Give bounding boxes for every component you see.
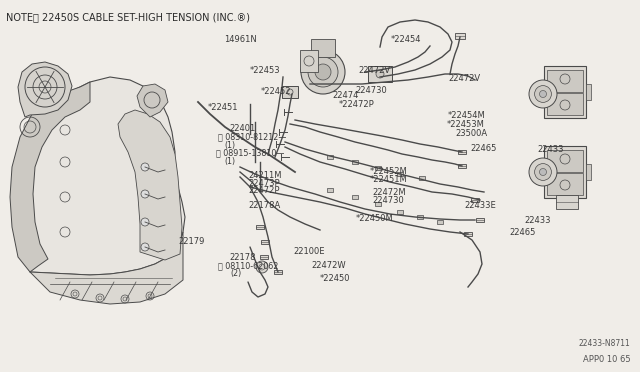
Bar bbox=[375, 166, 381, 170]
Text: *22451M: *22451M bbox=[370, 175, 408, 184]
Text: *22454: *22454 bbox=[390, 35, 421, 44]
Circle shape bbox=[141, 218, 149, 226]
Bar bbox=[540, 84, 545, 100]
Bar bbox=[556, 195, 578, 209]
Bar bbox=[419, 176, 425, 180]
Bar bbox=[352, 160, 358, 164]
Circle shape bbox=[540, 90, 547, 97]
Bar bbox=[417, 215, 423, 219]
Bar bbox=[476, 218, 484, 222]
Bar bbox=[586, 164, 591, 180]
Text: 14961N: 14961N bbox=[224, 35, 257, 44]
Text: *22450: *22450 bbox=[320, 274, 351, 283]
Text: 22178A: 22178A bbox=[248, 201, 280, 210]
Bar bbox=[544, 66, 586, 118]
Bar bbox=[368, 66, 392, 82]
Text: 22433: 22433 bbox=[538, 145, 564, 154]
Bar bbox=[540, 164, 545, 180]
Text: 22472V: 22472V bbox=[358, 66, 390, 75]
Circle shape bbox=[301, 50, 345, 94]
Text: 24211M: 24211M bbox=[248, 171, 282, 180]
Text: 22401: 22401 bbox=[229, 124, 255, 133]
Bar bbox=[464, 232, 472, 236]
Text: Ⓢ 08310-81212—: Ⓢ 08310-81212— bbox=[218, 132, 286, 141]
Bar bbox=[352, 195, 358, 199]
Text: 22433-N8711: 22433-N8711 bbox=[579, 339, 630, 348]
Text: 22100E: 22100E bbox=[293, 247, 324, 256]
Text: 22465: 22465 bbox=[470, 144, 497, 153]
Text: 23500A: 23500A bbox=[456, 129, 488, 138]
Bar bbox=[282, 86, 298, 98]
Polygon shape bbox=[137, 84, 168, 117]
Bar bbox=[397, 210, 403, 214]
Text: 22472P: 22472P bbox=[248, 186, 280, 195]
Bar bbox=[455, 33, 465, 39]
Text: *22472P: *22472P bbox=[339, 100, 375, 109]
Bar bbox=[375, 202, 381, 206]
Circle shape bbox=[534, 86, 552, 102]
Circle shape bbox=[529, 158, 557, 186]
Bar bbox=[547, 70, 583, 92]
Circle shape bbox=[315, 64, 331, 80]
Bar bbox=[547, 173, 583, 195]
Text: *22452: *22452 bbox=[261, 87, 292, 96]
Bar bbox=[311, 39, 335, 57]
Text: *22453M: *22453M bbox=[447, 120, 484, 129]
Polygon shape bbox=[30, 232, 183, 304]
Circle shape bbox=[376, 70, 384, 78]
Bar bbox=[327, 188, 333, 192]
Circle shape bbox=[256, 261, 268, 273]
Bar bbox=[437, 220, 443, 224]
Circle shape bbox=[308, 57, 338, 87]
Bar bbox=[471, 198, 479, 202]
Circle shape bbox=[141, 243, 149, 251]
Bar bbox=[586, 84, 591, 100]
Polygon shape bbox=[18, 62, 72, 117]
Text: 224730: 224730 bbox=[355, 86, 387, 94]
Bar bbox=[327, 155, 333, 159]
Circle shape bbox=[141, 190, 149, 198]
Bar bbox=[300, 50, 318, 72]
Circle shape bbox=[141, 163, 149, 171]
Text: 22473P: 22473P bbox=[248, 179, 280, 187]
Text: *22453: *22453 bbox=[250, 66, 280, 75]
Text: Ⓑ 08110-62062: Ⓑ 08110-62062 bbox=[218, 261, 278, 270]
Text: 22472V: 22472V bbox=[448, 74, 480, 83]
Bar bbox=[458, 164, 466, 169]
Bar bbox=[547, 150, 583, 172]
Text: Ⓦ 08915-13810—: Ⓦ 08915-13810— bbox=[216, 148, 284, 157]
Text: 22178: 22178 bbox=[229, 253, 255, 262]
Polygon shape bbox=[10, 82, 90, 272]
Bar bbox=[256, 225, 264, 230]
Text: *22452M: *22452M bbox=[370, 167, 408, 176]
Text: 22472W: 22472W bbox=[311, 261, 346, 270]
Text: *22450M: *22450M bbox=[356, 214, 394, 223]
Polygon shape bbox=[118, 110, 182, 260]
Text: (1): (1) bbox=[224, 157, 235, 166]
Polygon shape bbox=[18, 77, 185, 275]
Circle shape bbox=[540, 169, 547, 176]
Text: 22465: 22465 bbox=[509, 228, 536, 237]
Text: 224730: 224730 bbox=[372, 196, 404, 205]
Text: (2): (2) bbox=[230, 269, 242, 278]
Bar bbox=[397, 172, 403, 176]
Bar bbox=[260, 254, 268, 259]
Text: 22472M: 22472M bbox=[372, 188, 406, 197]
Text: APP0 10 65: APP0 10 65 bbox=[583, 355, 630, 364]
Text: 22433E: 22433E bbox=[465, 201, 497, 210]
Text: (1): (1) bbox=[224, 141, 235, 150]
Text: 22474: 22474 bbox=[333, 92, 359, 100]
Bar bbox=[274, 270, 282, 275]
Bar bbox=[458, 150, 466, 154]
Text: 22179: 22179 bbox=[178, 237, 204, 246]
Circle shape bbox=[534, 164, 552, 180]
Text: *22454M: *22454M bbox=[448, 111, 486, 120]
Bar bbox=[544, 146, 586, 198]
Text: *22451: *22451 bbox=[208, 103, 239, 112]
Circle shape bbox=[529, 80, 557, 108]
Text: NOTE、 22450S CABLE SET-HIGH TENSION (INC.®): NOTE、 22450S CABLE SET-HIGH TENSION (INC… bbox=[6, 12, 250, 22]
Bar bbox=[547, 93, 583, 115]
Text: 22433: 22433 bbox=[525, 216, 551, 225]
Bar bbox=[261, 240, 269, 244]
